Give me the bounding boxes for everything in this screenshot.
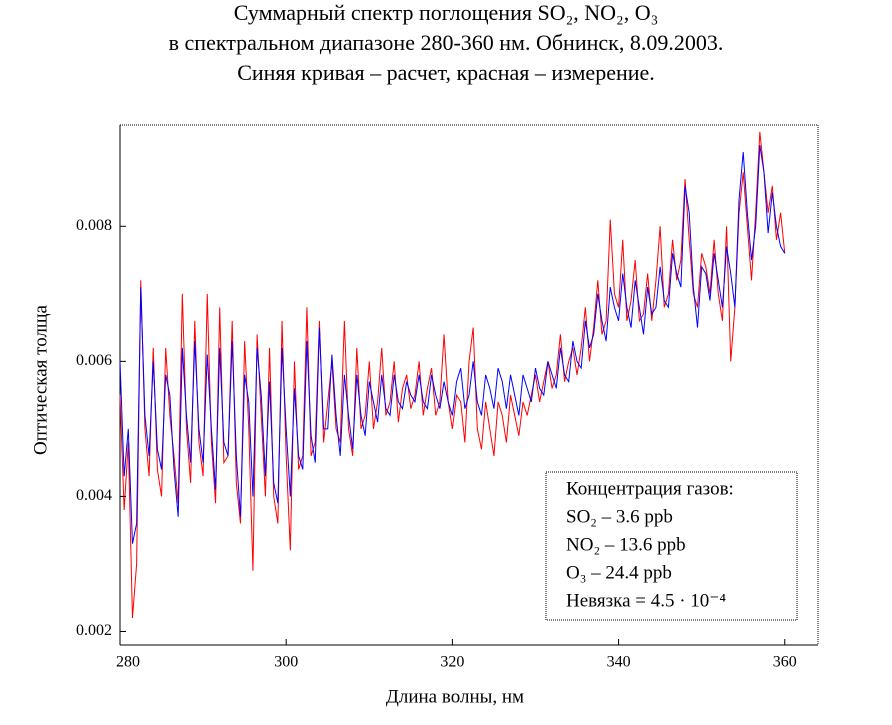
- annotation: O₃ – 24.4 ppb: [566, 562, 672, 583]
- chart-title: Синяя кривая – расчет, красная – измерен…: [237, 60, 655, 85]
- annotation: Концентрация газов:: [566, 478, 734, 499]
- x-tick-label: 360: [773, 654, 797, 671]
- x-tick-label: 280: [116, 654, 140, 671]
- annotation-box: [545, 471, 798, 621]
- plot-area: [119, 131, 786, 619]
- chart-title: Суммарный спектр поглощения SO₂, NO₂, O₃: [234, 0, 659, 25]
- y-tick-label: 0.006: [76, 352, 112, 369]
- y-tick-label: 0.002: [76, 622, 112, 639]
- annotation: SO₂ – 3.6 ppb: [566, 506, 673, 527]
- x-axis-label: Длина волны, нм: [386, 686, 524, 707]
- x-tick-label: 340: [607, 654, 631, 671]
- x-tick-label: 320: [440, 654, 464, 671]
- chart-title: в спектральном диапазоне 280-360 нм. Обн…: [169, 30, 724, 55]
- y-tick-label: 0.004: [76, 487, 112, 504]
- y-tick-label: 0.008: [76, 217, 112, 234]
- data-line: [119, 145, 786, 544]
- annotation: Невязка = 4.5 · 10⁻⁴: [566, 590, 726, 611]
- y-axis-label: Оптическая толща: [30, 304, 51, 455]
- annotation: NO₂ – 13.6 ppb: [566, 534, 686, 555]
- x-tick-label: 300: [274, 654, 298, 671]
